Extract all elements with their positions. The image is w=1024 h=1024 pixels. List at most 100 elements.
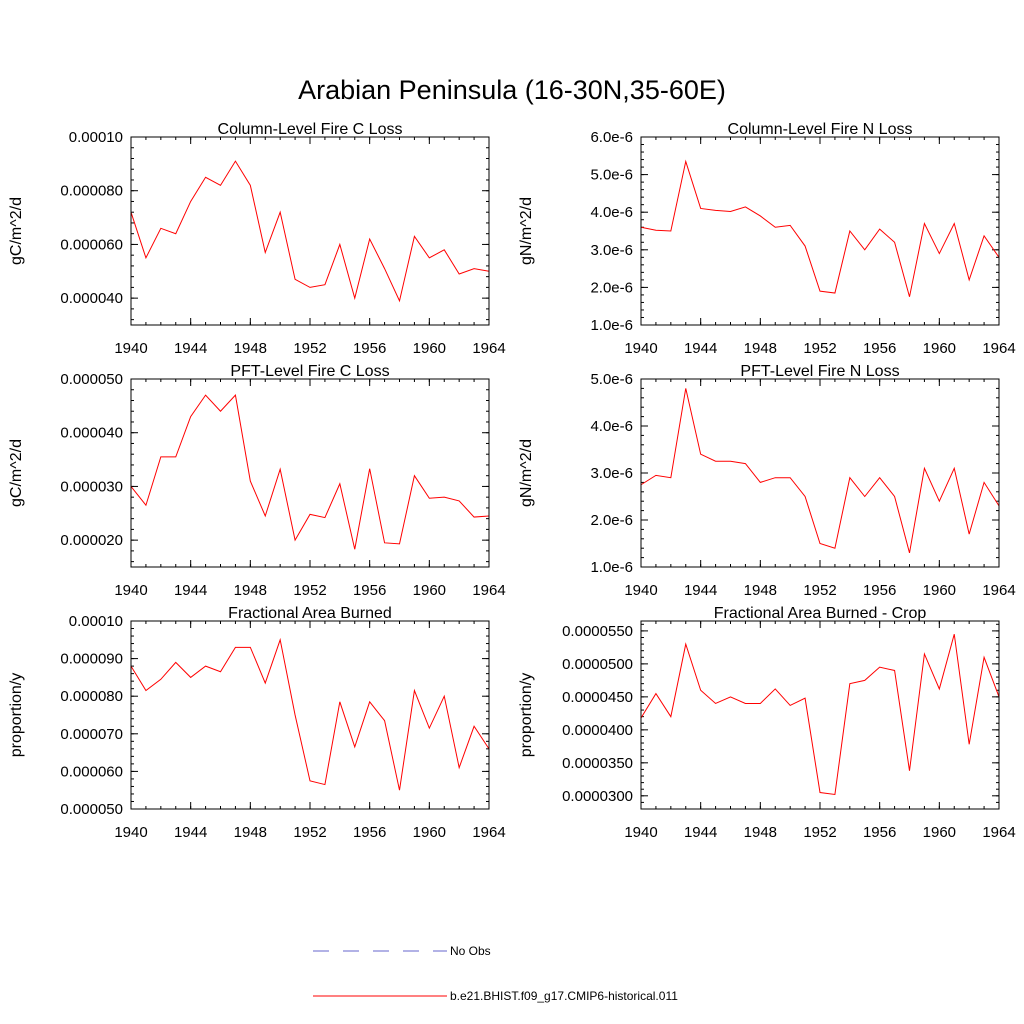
y-tick-label: 0.0000300: [562, 788, 633, 805]
series-line: [640, 634, 1000, 796]
series-line: [640, 159, 1000, 297]
x-tick-label: 1952: [293, 340, 326, 357]
chart-title: Column-Level Fire C Loss: [218, 121, 403, 138]
series-line: [130, 394, 490, 550]
x-tick-label: 1940: [114, 340, 147, 357]
y-tick-label: 0.000060: [60, 763, 123, 780]
y-tick-label: 1.0e-6: [590, 559, 633, 576]
y-tick-label: 0.000050: [60, 371, 123, 388]
chart-title: Fractional Area Burned - Crop: [714, 605, 927, 622]
chart-panel-6: Fractional Area Burned - Crop proportion/…: [518, 605, 1016, 841]
chart-panel-1: Column-Level Fire C Loss gC/m^2/d 1940 1944…: [8, 121, 506, 357]
x-tick-label: 1948: [234, 340, 267, 357]
plot-frame: [130, 378, 490, 568]
x-tick-label: 1948: [744, 340, 777, 357]
x-tick-label: 1940: [114, 582, 147, 599]
x-tick-label: 1948: [234, 824, 267, 841]
series-line: [640, 388, 1000, 554]
x-tick-label: 1944: [684, 340, 717, 357]
y-tick-label: 5.0e-6: [590, 371, 633, 388]
y-tick-label: 0.000080: [60, 183, 123, 200]
y-axis-label: proportion/y: [518, 673, 535, 758]
y-tick-label: 0.0000550: [562, 623, 633, 640]
x-tick-label: 1952: [803, 582, 836, 599]
x-tick-label: 1960: [923, 824, 956, 841]
chart-title: PFT-Level Fire N Loss: [740, 363, 899, 380]
x-tick-label: 1956: [863, 340, 896, 357]
y-axis-label: gC/m^2/d: [8, 439, 25, 507]
legend-series-label: b.e21.BHIST.f09_g17.CMIP6-historical.011: [450, 989, 678, 1003]
x-tick-label: 1956: [353, 824, 386, 841]
x-tick-label: 1952: [293, 824, 326, 841]
y-tick-label: 0.000040: [60, 425, 123, 442]
y-tick-label: 4.0e-6: [590, 418, 633, 435]
plot-frame: [640, 620, 1000, 810]
x-tick-label: 1960: [413, 824, 446, 841]
y-tick-label: 0.00010: [69, 129, 123, 146]
legend-no-obs-label: No Obs: [450, 944, 491, 958]
figure-title: Arabian Peninsula (16-30N,35-60E): [298, 75, 726, 105]
chart-panel-4: PFT-Level Fire N Loss gN/m^2/d 1940 1944 194…: [518, 363, 1016, 599]
x-tick-label: 1956: [863, 824, 896, 841]
x-tick-label: 1956: [863, 582, 896, 599]
x-tick-label: 1956: [353, 340, 386, 357]
x-tick-label: 1964: [982, 340, 1015, 357]
y-tick-label: 0.0000350: [562, 755, 633, 772]
chart-title: Fractional Area Burned: [228, 605, 392, 622]
chart-title: Column-Level Fire N Loss: [728, 121, 913, 138]
x-tick-label: 1944: [174, 582, 207, 599]
x-tick-label: 1940: [624, 340, 657, 357]
y-tick-label: 4.0e-6: [590, 204, 633, 221]
x-tick-label: 1944: [174, 340, 207, 357]
x-tick-label: 1952: [803, 340, 836, 357]
x-tick-label: 1952: [803, 824, 836, 841]
x-tick-label: 1960: [413, 582, 446, 599]
x-tick-label: 1944: [684, 824, 717, 841]
legend: No Obs b.e21.BHIST.f09_g17.CMIP6-histori…: [313, 944, 678, 1003]
y-tick-label: 0.0000450: [562, 689, 633, 706]
chart-title: PFT-Level Fire C Loss: [230, 363, 389, 380]
x-tick-label: 1960: [923, 340, 956, 357]
x-tick-label: 1960: [413, 340, 446, 357]
x-tick-label: 1948: [234, 582, 267, 599]
y-tick-label: 0.000040: [60, 290, 123, 307]
y-tick-label: 6.0e-6: [590, 129, 633, 146]
x-tick-label: 1948: [744, 582, 777, 599]
x-tick-label: 1956: [353, 582, 386, 599]
x-tick-label: 1964: [472, 824, 505, 841]
plot-frame: [130, 136, 490, 326]
y-tick-label: 0.0000400: [562, 722, 633, 739]
chart-panel-2: Column-Level Fire N Loss gN/m^2/d 1940 1944…: [518, 121, 1016, 357]
x-tick-label: 1964: [472, 340, 505, 357]
y-tick-label: 0.000050: [60, 801, 123, 818]
y-axis-label: gC/m^2/d: [8, 197, 25, 265]
x-tick-label: 1964: [982, 824, 1015, 841]
y-tick-label: 1.0e-6: [590, 317, 633, 334]
x-tick-label: 1952: [293, 582, 326, 599]
y-axis-label: gN/m^2/d: [518, 197, 535, 265]
series-line: [130, 160, 490, 303]
plot-frame: [130, 620, 490, 810]
x-tick-label: 1944: [684, 582, 717, 599]
y-tick-label: 0.000080: [60, 688, 123, 705]
y-tick-label: 3.0e-6: [590, 242, 633, 259]
y-tick-label: 0.000070: [60, 726, 123, 743]
x-tick-label: 1944: [174, 824, 207, 841]
y-tick-label: 0.000030: [60, 478, 123, 495]
chart-panel-3: PFT-Level Fire C Loss gC/m^2/d 1940 1944 194…: [8, 363, 506, 599]
x-tick-label: 1948: [744, 824, 777, 841]
y-tick-label: 0.00010: [69, 613, 123, 630]
y-tick-label: 3.0e-6: [590, 465, 633, 482]
x-tick-label: 1964: [982, 582, 1015, 599]
y-axis-label: proportion/y: [8, 673, 25, 758]
x-tick-label: 1964: [472, 582, 505, 599]
x-tick-label: 1940: [114, 824, 147, 841]
y-tick-label: 0.000060: [60, 236, 123, 253]
x-tick-label: 1960: [923, 582, 956, 599]
x-tick-label: 1940: [624, 824, 657, 841]
y-tick-label: 0.0000500: [562, 656, 633, 673]
chart-panel-5: Fractional Area Burned proportion/y 1940 19…: [8, 605, 506, 841]
y-tick-label: 0.000090: [60, 651, 123, 668]
plot-frame: [640, 136, 1000, 326]
